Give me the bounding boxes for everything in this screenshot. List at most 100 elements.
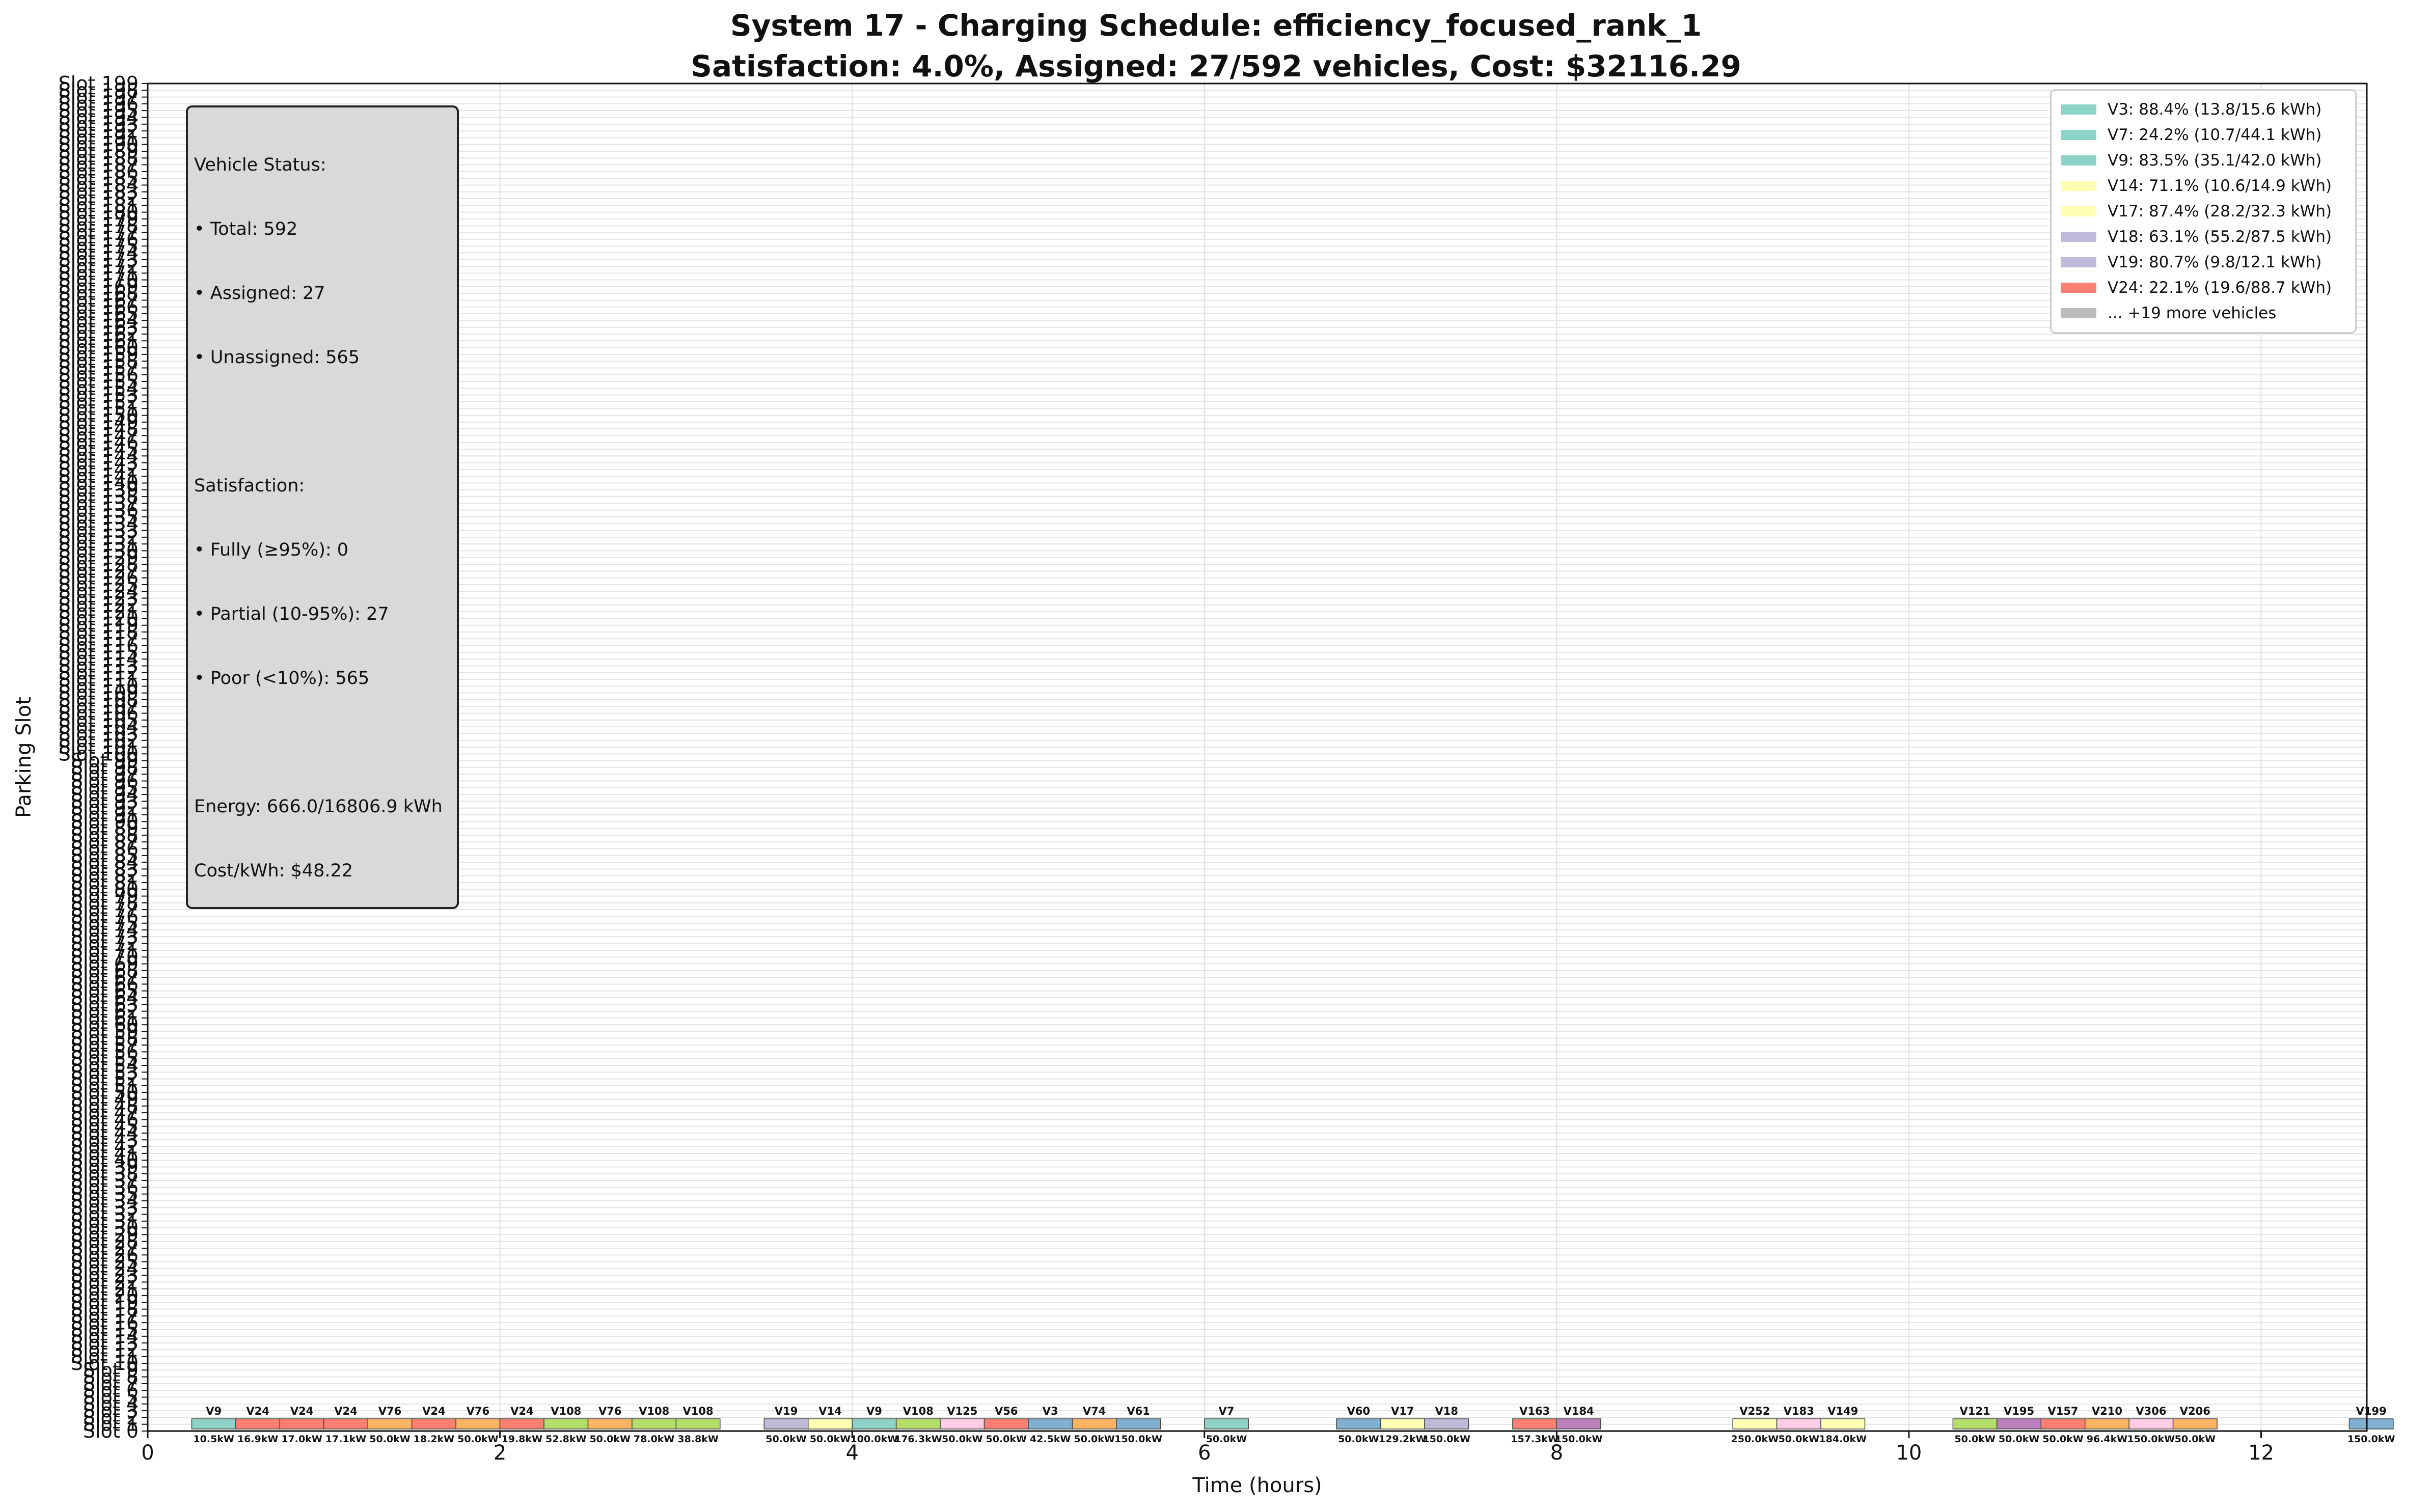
- info-line: • Partial (10-95%): 27: [194, 604, 389, 624]
- y-tick-label: Slot 196: [59, 93, 139, 115]
- y-tick-label: Slot 70: [71, 946, 139, 968]
- session-vehicle-label: V210: [2092, 1405, 2122, 1417]
- session-vehicle-label: V157: [2047, 1405, 2078, 1417]
- session-power-label: 38.8kW: [677, 1434, 719, 1445]
- y-tick-label: Slot 147: [59, 424, 139, 447]
- y-tick-label: Slot 186: [59, 160, 139, 183]
- y-tick-label: Slot 28: [71, 1230, 139, 1253]
- y-tick-label: Slot 60: [71, 1013, 139, 1036]
- legend-item: V17: 87.4% (28.2/32.3 kWh): [2061, 199, 2346, 224]
- session-power-label: 50.0kW: [942, 1434, 983, 1445]
- session-power-label: 50.0kW: [1954, 1434, 1996, 1445]
- session-bar: [852, 1418, 897, 1429]
- y-tick-label: Slot 19: [71, 1291, 139, 1313]
- y-tick-label: Slot 99: [71, 750, 139, 772]
- session-power-label: 50.0kW: [1999, 1434, 2040, 1445]
- session-vehicle-label: V74: [1083, 1405, 1106, 1417]
- legend-swatch: [2061, 308, 2096, 318]
- session-power-label: 157.3kW: [1511, 1434, 1559, 1445]
- session-power-label: 100.0kW: [851, 1434, 898, 1445]
- y-tick-label: Slot 36: [71, 1176, 139, 1198]
- legend-label: ... +19 more vehicles: [2108, 304, 2277, 322]
- y-tick-label: Slot 77: [71, 898, 139, 921]
- y-tick-label: Slot 90: [71, 810, 139, 833]
- legend-swatch: [2061, 206, 2096, 216]
- session-bar: [543, 1418, 589, 1429]
- y-tick-label: Slot 17: [71, 1305, 139, 1327]
- session-bar: [1336, 1418, 1381, 1429]
- y-tick-label: Slot 75: [71, 912, 139, 934]
- session-bar: [1116, 1418, 1161, 1429]
- session-bar: [1424, 1418, 1469, 1429]
- y-tick-label: Slot 173: [59, 249, 139, 271]
- y-tick-label: Slot 12: [71, 1338, 139, 1361]
- y-tick-label: Slot 92: [71, 797, 139, 819]
- y-tick-label: Slot 87: [71, 831, 139, 853]
- y-tick-label: Slot 15: [71, 1318, 139, 1341]
- y-axis-label: Parking Slot: [12, 697, 36, 818]
- y-tick-label: Slot 122: [59, 594, 139, 616]
- y-tick-label: Slot 10: [71, 1352, 139, 1374]
- session-vehicle-label: V108: [683, 1405, 714, 1417]
- y-tick-label: Slot 117: [59, 627, 139, 650]
- y-tick-label: Slot 94: [71, 783, 139, 806]
- session-power-label: 18.2kW: [414, 1434, 455, 1445]
- legend-swatch: [2061, 130, 2096, 140]
- y-tick-label: Slot 105: [59, 709, 139, 731]
- y-tick-label: Slot 159: [59, 343, 139, 366]
- info-line: • Poor (<10%): 565: [194, 668, 370, 689]
- y-tick-label: Slot 189: [59, 140, 139, 162]
- session-power-label: 16.9kW: [237, 1434, 279, 1445]
- y-tick-label: Slot 148: [59, 418, 139, 440]
- y-tick-label: Slot 115: [59, 641, 139, 664]
- session-power-label: 10.5kW: [193, 1434, 234, 1445]
- y-tick-label: Slot 157: [59, 356, 139, 379]
- session-vehicle-label: V163: [1519, 1405, 1550, 1417]
- y-tick-label: Slot 80: [71, 878, 139, 900]
- x-tick-label: 8: [1550, 1441, 1563, 1465]
- session-vehicle-label: V60: [1347, 1405, 1370, 1417]
- x-tick-label: 10: [1896, 1441, 1922, 1465]
- session-vehicle-label: V14: [818, 1405, 841, 1417]
- y-tick-label: Slot 188: [59, 147, 139, 169]
- session-power-label: 50.0kW: [1338, 1434, 1379, 1445]
- info-line: Energy: 666.0/16806.9 kWh: [194, 796, 443, 817]
- y-tick-label: Slot 1: [83, 1413, 139, 1436]
- session-bar: [1072, 1418, 1117, 1429]
- y-tick-label: Slot 79: [71, 885, 139, 908]
- session-vehicle-label: V206: [2180, 1405, 2210, 1417]
- y-tick-label: Slot 163: [59, 316, 139, 339]
- session-vehicle-label: V108: [551, 1405, 581, 1417]
- y-tick-label: Slot 23: [71, 1264, 139, 1286]
- legend-swatch: [2061, 257, 2096, 267]
- y-tick-label: Slot 100: [59, 743, 139, 765]
- session-power-label: 50.0kW: [589, 1434, 631, 1445]
- legend-label: V19: 80.7% (9.8/12.1 kWh): [2108, 253, 2322, 271]
- y-tick-label: Slot 192: [59, 120, 139, 142]
- y-tick-label: Slot 167: [59, 289, 139, 311]
- y-tick-label: Slot 86: [71, 838, 139, 860]
- y-tick-label: Slot 169: [59, 276, 139, 298]
- y-tick-label: Slot 165: [59, 303, 139, 325]
- y-tick-label: Slot 44: [71, 1122, 139, 1144]
- y-tick-label: Slot 53: [71, 1061, 139, 1083]
- y-tick-label: Slot 138: [59, 485, 139, 508]
- session-power-label: 50.0kW: [986, 1434, 1027, 1445]
- session-vehicle-label: V108: [903, 1405, 934, 1417]
- session-vehicle-label: V24: [334, 1405, 357, 1417]
- y-tick-label: Slot 179: [59, 208, 139, 230]
- session-vehicle-label: V9: [866, 1405, 882, 1417]
- y-tick-label: Slot 193: [59, 113, 139, 135]
- y-tick-label: Slot 168: [59, 282, 139, 305]
- session-power-label: 184.0kW: [1819, 1434, 1867, 1445]
- legend-item: V9: 83.5% (35.1/42.0 kWh): [2061, 148, 2346, 173]
- info-line: ​: [194, 732, 451, 753]
- session-vehicle-label: V3: [1043, 1405, 1058, 1417]
- y-tick-label: Slot 141: [59, 465, 139, 487]
- legend-swatch: [2061, 104, 2096, 115]
- legend-label: V17: 87.4% (28.2/32.3 kWh): [2108, 202, 2332, 221]
- session-bar: [235, 1418, 281, 1429]
- y-tick-label: Slot 153: [59, 384, 139, 406]
- session-power-label: 50.0kW: [1206, 1434, 1247, 1445]
- session-vehicle-label: V199: [2356, 1405, 2387, 1417]
